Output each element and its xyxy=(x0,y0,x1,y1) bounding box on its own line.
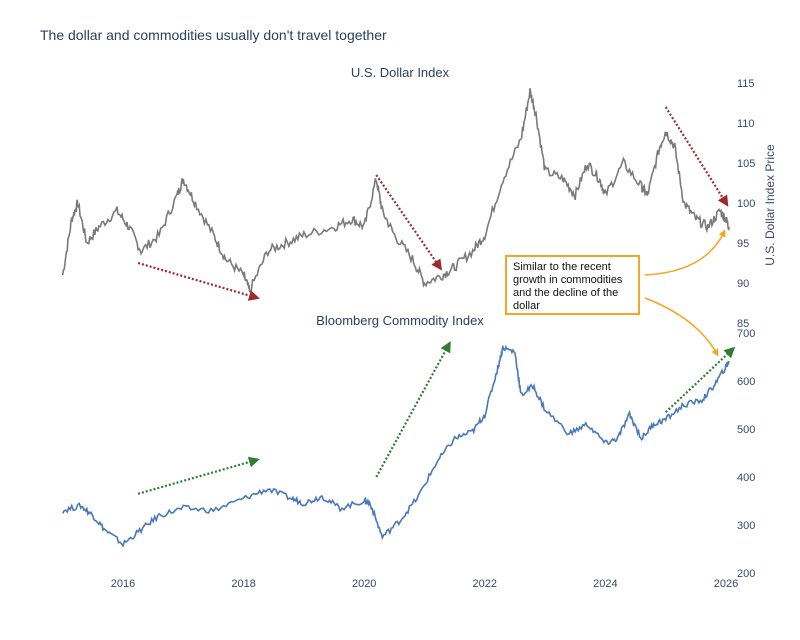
x-tick-label: 2018 xyxy=(231,578,255,590)
y-axis-title: U.S. Dollar Index Price xyxy=(763,144,777,266)
red-trend-arrow xyxy=(664,106,729,207)
x-tick-label: 2024 xyxy=(593,578,617,590)
x-tick-label: 2020 xyxy=(352,578,376,590)
y-tick-label: 400 xyxy=(737,472,755,484)
green-trend-arrow xyxy=(664,346,736,414)
y-tick-label: 100 xyxy=(737,198,755,210)
callout-arrow-dollar xyxy=(644,229,726,276)
green-trend-arrow xyxy=(375,341,451,478)
y-tick-label: 600 xyxy=(737,376,755,388)
y-tick-label: 115 xyxy=(737,78,755,90)
dollar-index-line xyxy=(61,88,730,293)
commodity-index-title: Bloomberg Commodity Index xyxy=(316,313,484,328)
commodity-index-line xyxy=(61,344,730,548)
y-tick-label: 90 xyxy=(737,278,749,290)
annotation-box: Similar to the recent growth in commodit… xyxy=(505,255,640,315)
green-trend-arrow xyxy=(137,456,260,495)
dollar-index-title: U.S. Dollar Index xyxy=(351,65,450,80)
y-tick-label: 300 xyxy=(737,520,755,532)
x-tick-label: 2022 xyxy=(473,578,497,590)
y-tick-label: 85 xyxy=(737,318,749,330)
x-tick-label: 2016 xyxy=(111,578,135,590)
y-tick-label: 700 xyxy=(737,328,755,340)
red-trend-arrow xyxy=(375,174,443,271)
y-tick-label: 110 xyxy=(737,118,755,130)
callout-arrow-commodity xyxy=(644,297,719,357)
y-tick-label: 500 xyxy=(737,424,755,436)
x-tick-label: 2026 xyxy=(714,578,738,590)
y-tick-label: 105 xyxy=(737,158,755,170)
chart-title: The dollar and commodities usually don't… xyxy=(40,27,387,43)
red-trend-arrow xyxy=(137,261,260,301)
y-tick-label: 200 xyxy=(737,568,755,580)
y-tick-label: 95 xyxy=(737,238,749,250)
